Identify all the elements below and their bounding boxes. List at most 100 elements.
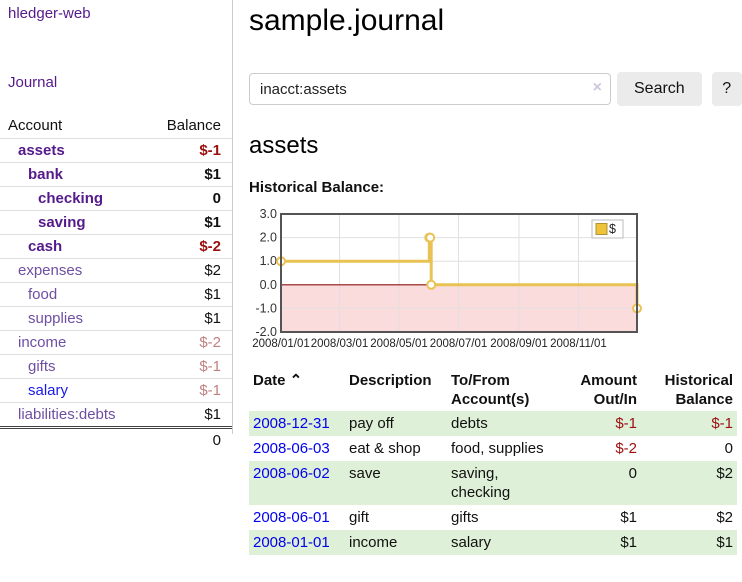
transaction-description: eat & shop xyxy=(349,440,421,457)
search-bar: × Search ? xyxy=(249,72,742,106)
transaction-balance: 0 xyxy=(724,440,733,457)
transaction-amount: $-1 xyxy=(615,415,637,432)
svg-text:1.0: 1.0 xyxy=(260,254,277,268)
account-link[interactable]: supplies xyxy=(28,310,84,327)
register-header-description: Description xyxy=(349,372,432,389)
app-brand: hledger-web xyxy=(0,5,232,22)
nav-journal-link[interactable]: Journal xyxy=(8,74,58,91)
accounts-total-row: 0 xyxy=(0,426,232,452)
account-row: food $1 xyxy=(0,282,232,307)
transaction-balance: $-1 xyxy=(711,415,733,432)
account-balance: $2 xyxy=(142,258,232,283)
transaction-balance: $2 xyxy=(716,509,733,526)
svg-text:-1.0: -1.0 xyxy=(255,301,277,315)
transaction-row: 2008-12-31 pay off debts $-1 $-1 xyxy=(249,411,737,436)
svg-text:2008/07/01: 2008/07/01 xyxy=(430,338,488,350)
transaction-date: 2008-06-02 xyxy=(249,461,345,505)
transaction-balance: $2 xyxy=(716,465,733,482)
account-balance: $1 xyxy=(142,402,232,428)
transaction-amount: $-2 xyxy=(615,440,637,457)
account-link[interactable]: income xyxy=(18,334,67,351)
register-header-date[interactable]: Date ⌃ xyxy=(253,372,303,389)
transaction-amount: 0 xyxy=(628,465,637,482)
transaction-accounts: food, supplies xyxy=(451,440,544,457)
transaction-date: 2008-06-01 xyxy=(249,505,345,530)
register-header-amount: Amount Out/In xyxy=(580,372,637,408)
help-button[interactable]: ? xyxy=(711,72,742,106)
transaction-date: 2008-12-31 xyxy=(249,411,345,436)
account-link[interactable]: food xyxy=(28,286,58,303)
svg-text:3.0: 3.0 xyxy=(260,207,277,221)
transaction-date-link[interactable]: 2008-06-03 xyxy=(253,440,330,457)
account-row: gifts $-1 xyxy=(0,354,232,379)
account-link[interactable]: liabilities:debts xyxy=(18,406,116,423)
page-title: sample.journal xyxy=(249,4,445,37)
svg-text:2.0: 2.0 xyxy=(260,231,277,245)
svg-text:-2.0: -2.0 xyxy=(255,325,277,339)
svg-text:2008/01/01: 2008/01/01 xyxy=(252,338,310,350)
account-link[interactable]: salary xyxy=(28,382,69,399)
account-row: expenses $2 xyxy=(0,258,232,283)
register-header-historical: Historical Balance xyxy=(664,372,733,408)
svg-text:0.0: 0.0 xyxy=(260,278,277,292)
transaction-balance: $1 xyxy=(716,534,733,551)
register-header-to-from: To/From Account(s) xyxy=(451,372,530,408)
register-header-row: Date ⌃ Description To/From Account(s) Amoun… xyxy=(249,369,737,411)
svg-text:2008/03/01: 2008/03/01 xyxy=(311,338,369,350)
account-row: liabilities:debts $1 xyxy=(0,402,232,428)
transaction-amount: $1 xyxy=(620,534,637,551)
accounts-header-balance: Balance xyxy=(166,117,221,134)
sidebar-nav: Journal xyxy=(8,74,232,91)
account-link[interactable]: assets xyxy=(18,142,65,159)
account-row: saving $1 xyxy=(0,210,232,235)
transaction-row: 2008-06-03 eat & shop food, supplies $-2 0 xyxy=(249,436,737,461)
account-balance: $-1 xyxy=(142,138,232,163)
account-balance: $-2 xyxy=(142,330,232,355)
transaction-accounts: saving, checking xyxy=(451,465,511,501)
account-row: bank $1 xyxy=(0,162,232,187)
transaction-description: save xyxy=(349,465,381,482)
transaction-amount: $1 xyxy=(620,509,637,526)
account-row: supplies $1 xyxy=(0,306,232,331)
balance-chart: 2008/01/01 2008/03/01 2008/05/01 2008/07/01… xyxy=(252,207,642,350)
accounts-total-spacer xyxy=(0,426,143,452)
transaction-accounts: gifts xyxy=(451,509,479,526)
main-content: sample.journal × Search ? assets Histori… xyxy=(233,0,742,582)
account-balance: 0 xyxy=(142,186,232,211)
svg-text:2008/09/01: 2008/09/01 xyxy=(490,338,548,350)
transaction-date-link[interactable]: 2008-06-02 xyxy=(253,465,330,482)
register-table: Date ⌃ Description To/From Account(s) Amoun… xyxy=(249,369,737,555)
account-balance: $1 xyxy=(142,306,232,331)
transaction-date-link[interactable]: 2008-01-01 xyxy=(253,534,330,551)
account-link[interactable]: expenses xyxy=(18,262,83,279)
transaction-date-link[interactable]: 2008-06-01 xyxy=(253,509,330,526)
account-heading: assets xyxy=(249,132,319,159)
account-link[interactable]: checking xyxy=(38,190,104,207)
account-link[interactable]: saving xyxy=(38,214,86,231)
sidebar: hledger-web Journal Account Balance asse… xyxy=(0,0,233,452)
transaction-description: pay off xyxy=(349,415,394,432)
search-input[interactable] xyxy=(249,73,611,105)
transaction-description: income xyxy=(349,534,398,551)
svg-text:2008/11/01: 2008/11/01 xyxy=(550,338,607,350)
accounts-table: Account Balance assets $-1 bank $1 checking 0… xyxy=(0,114,232,452)
search-input-wrap: × xyxy=(249,73,611,105)
account-balance: $1 xyxy=(142,282,232,307)
brand-link[interactable]: hledger-web xyxy=(8,5,91,22)
account-balance: $1 xyxy=(142,162,232,187)
account-balance: $-1 xyxy=(142,354,232,379)
account-balance: $-1 xyxy=(142,378,232,403)
sort-asc-icon: ⌃ xyxy=(285,372,303,389)
search-button[interactable]: Search xyxy=(617,72,702,106)
account-balance: $1 xyxy=(142,210,232,235)
account-link[interactable]: bank xyxy=(28,166,64,183)
account-link[interactable]: gifts xyxy=(28,358,56,375)
transaction-date-link[interactable]: 2008-12-31 xyxy=(253,415,330,432)
accounts-total-value: 0 xyxy=(142,426,232,452)
transaction-row: 2008-06-01 gift gifts $1 $2 xyxy=(249,505,737,530)
account-link[interactable]: cash xyxy=(28,238,63,255)
transaction-date: 2008-06-03 xyxy=(249,436,345,461)
clear-search-icon[interactable]: × xyxy=(592,79,602,96)
transaction-description: gift xyxy=(349,509,370,526)
transaction-accounts: salary xyxy=(451,534,492,551)
